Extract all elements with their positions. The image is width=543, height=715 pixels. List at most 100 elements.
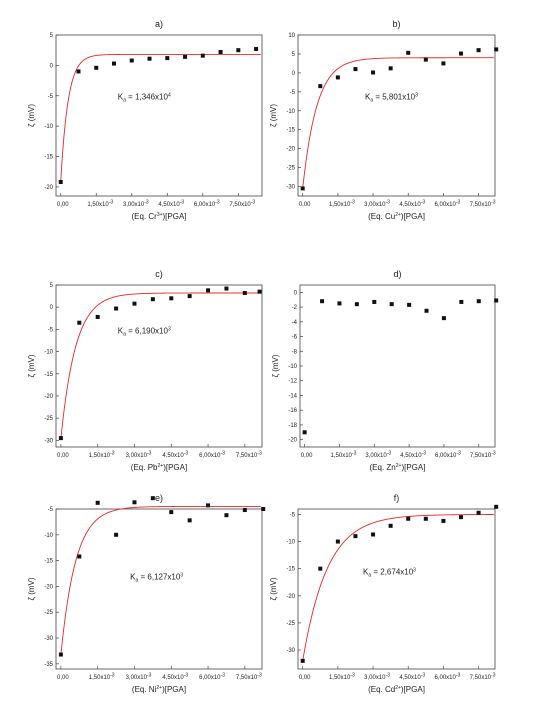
panel-label: b)	[392, 19, 400, 29]
y-tick-label: -25	[286, 166, 295, 172]
y-tick-label: -10	[44, 350, 53, 356]
x-tick-label: 6,00x10-3	[435, 451, 461, 460]
data-point	[132, 301, 137, 306]
x-tick-label: 7,50x10-3	[470, 200, 496, 209]
data-point	[494, 47, 499, 52]
x-tick-label: 7,50x10-3	[470, 673, 496, 682]
y-tick-label: -5	[48, 94, 54, 100]
data-point	[183, 54, 188, 59]
x-tick-label: 3,00x10-3	[126, 451, 152, 460]
x-tick-label: 4,50x10-3	[399, 200, 425, 209]
data-point	[76, 69, 81, 74]
y-tick-label: -18	[288, 423, 297, 429]
chart-panel-b: b) 10 5 0 -5 -10 -15 -20 -25 -30 0,00 1,50x10-3 3,00…	[269, 19, 499, 221]
fit-curve	[302, 57, 494, 189]
y-tick-label: -15	[44, 372, 53, 378]
x-tick-label: 4,50x10-3	[158, 200, 184, 209]
y-tick-label: -20	[44, 394, 53, 400]
data-point	[424, 308, 429, 313]
chart-panel-e: e) -5 -10 -15 -20 -25 -30 -35 0,00 1,50x10-3 3,00x…	[27, 493, 266, 694]
y-tick-label: 5	[292, 52, 296, 58]
y-tick-label: -20	[44, 185, 53, 191]
ka-annotation: Ka = 5,801x103	[365, 92, 418, 103]
y-tick-label: 0	[294, 290, 298, 296]
data-point	[236, 48, 241, 53]
x-tick-label: 0,00	[299, 202, 311, 208]
y-tick-label: -10	[286, 109, 295, 115]
data-point	[388, 66, 393, 71]
y-axis-label: ζ (mV)	[269, 577, 278, 600]
y-tick-label: -15	[286, 128, 295, 134]
y-tick-label: -30	[286, 185, 295, 191]
y-tick-label: -6	[292, 335, 298, 341]
plot-frame	[55, 508, 263, 670]
x-tick-label: 3,00x10-3	[365, 451, 391, 460]
x-tick-label: 0,00	[57, 675, 69, 681]
y-tick-label: -20	[288, 438, 297, 444]
panel-label: f)	[394, 493, 400, 503]
fit-curve	[60, 292, 261, 439]
data-point	[200, 53, 205, 58]
chart-panel-a: a) 5 0 -5 -10 -15 -20 0,00 1,50x10-3 3,00x10-3 4,5…	[27, 19, 263, 221]
chart-panel-d: d) 0 -2 -4 -6 -8 -10 -12 -14 -16 -18 -20 0,00 1,50x10…	[271, 269, 499, 472]
data-point	[77, 320, 82, 325]
data-point	[224, 513, 229, 518]
data-point	[476, 299, 481, 304]
x-tick-label: 3,00x10-3	[123, 200, 149, 209]
data-point	[335, 539, 340, 544]
x-tick-label: 4,50x10-3	[162, 673, 188, 682]
ka-annotation: Ka = 2,674x103	[363, 568, 416, 579]
x-tick-label: 7,50x10-3	[236, 451, 262, 460]
x-tick-label: 0,00	[299, 675, 311, 681]
data-point	[318, 566, 323, 571]
x-tick-label: 6,00x10-3	[199, 451, 225, 460]
data-point	[353, 67, 358, 72]
y-tick-label: 0	[50, 63, 54, 69]
data-point	[254, 46, 259, 51]
y-tick-label: -5	[48, 507, 54, 513]
plot-frame	[55, 284, 263, 448]
y-tick-label: -30	[44, 636, 53, 642]
plot-frame	[297, 34, 496, 197]
data-point	[406, 516, 411, 521]
data-point	[150, 297, 155, 302]
panel-label: e)	[155, 493, 163, 503]
data-point	[300, 658, 305, 663]
data-point	[165, 56, 170, 61]
data-point	[388, 523, 393, 528]
x-tick-label: 7,50x10-3	[229, 200, 255, 209]
data-point	[95, 314, 100, 319]
x-tick-label: 1,50x10-3	[89, 451, 115, 460]
x-axis-label: (Eq. Cd2+)[PGA]	[368, 685, 425, 694]
data-point	[476, 48, 481, 53]
data-point	[150, 496, 155, 501]
x-tick-label: 4,50x10-3	[399, 673, 425, 682]
y-tick-label: -16	[288, 408, 297, 414]
y-tick-label: -8	[292, 349, 298, 355]
data-point	[302, 430, 307, 435]
fit-curve	[60, 53, 261, 181]
y-tick-label: -10	[288, 364, 297, 370]
data-point	[112, 61, 117, 66]
x-tick-label: 6,00x10-3	[199, 673, 225, 682]
y-tick-label: -10	[286, 540, 295, 546]
data-point	[494, 504, 499, 509]
data-point	[318, 84, 323, 89]
x-tick-label: 1,50x10-3	[329, 673, 355, 682]
fit-curve	[60, 505, 261, 655]
y-axis-label: ζ (mV)	[27, 104, 36, 127]
y-tick-label: -20	[44, 584, 53, 590]
y-tick-label: -10	[44, 533, 53, 539]
y-tick-label: -15	[44, 155, 53, 161]
y-tick-label: -2	[292, 305, 298, 311]
x-tick-label: 3,00x10-3	[126, 673, 152, 682]
data-point	[218, 50, 223, 55]
x-axis-label: (Eq. Cu2+)[PGA]	[368, 212, 425, 221]
y-tick-label: 0	[292, 71, 296, 77]
data-point	[147, 56, 152, 61]
data-point	[371, 532, 376, 537]
x-tick-label: 4,50x10-3	[400, 451, 426, 460]
data-point	[459, 299, 464, 304]
chart-panel-f: f) -5 -10 -15 -20 -25 -30 0,00 1,50x10-3 3,00x10-…	[269, 493, 499, 694]
y-tick-label: -5	[290, 512, 296, 518]
